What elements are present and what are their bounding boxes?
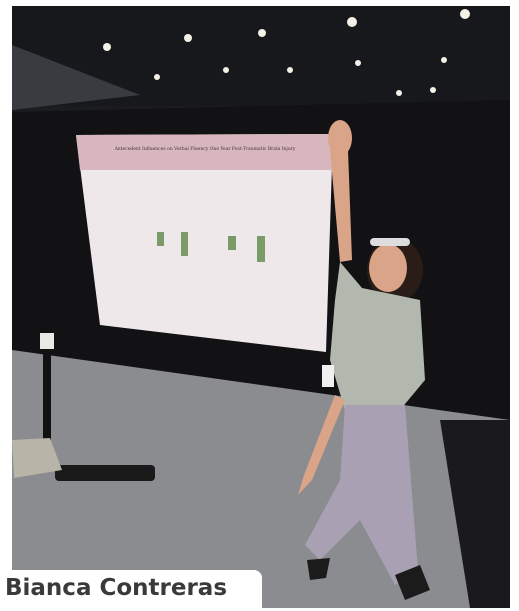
- ceiling-beam: [12, 45, 140, 110]
- person: [298, 120, 430, 600]
- stand-pole: [43, 338, 51, 448]
- stand-cap: [40, 333, 54, 349]
- caption: Bianca Contreras: [0, 570, 262, 611]
- bag: [12, 438, 62, 478]
- poster-title: Antecedent Influences on Verbal Fluency …: [114, 146, 296, 152]
- poster: [76, 134, 333, 352]
- ceiling-lights: [103, 9, 470, 96]
- poster-tube: [55, 465, 155, 481]
- caption-name: Bianca Contreras: [5, 575, 228, 601]
- right-stand: [440, 420, 510, 608]
- poster-header: [76, 134, 333, 170]
- poster-charts: [157, 232, 265, 262]
